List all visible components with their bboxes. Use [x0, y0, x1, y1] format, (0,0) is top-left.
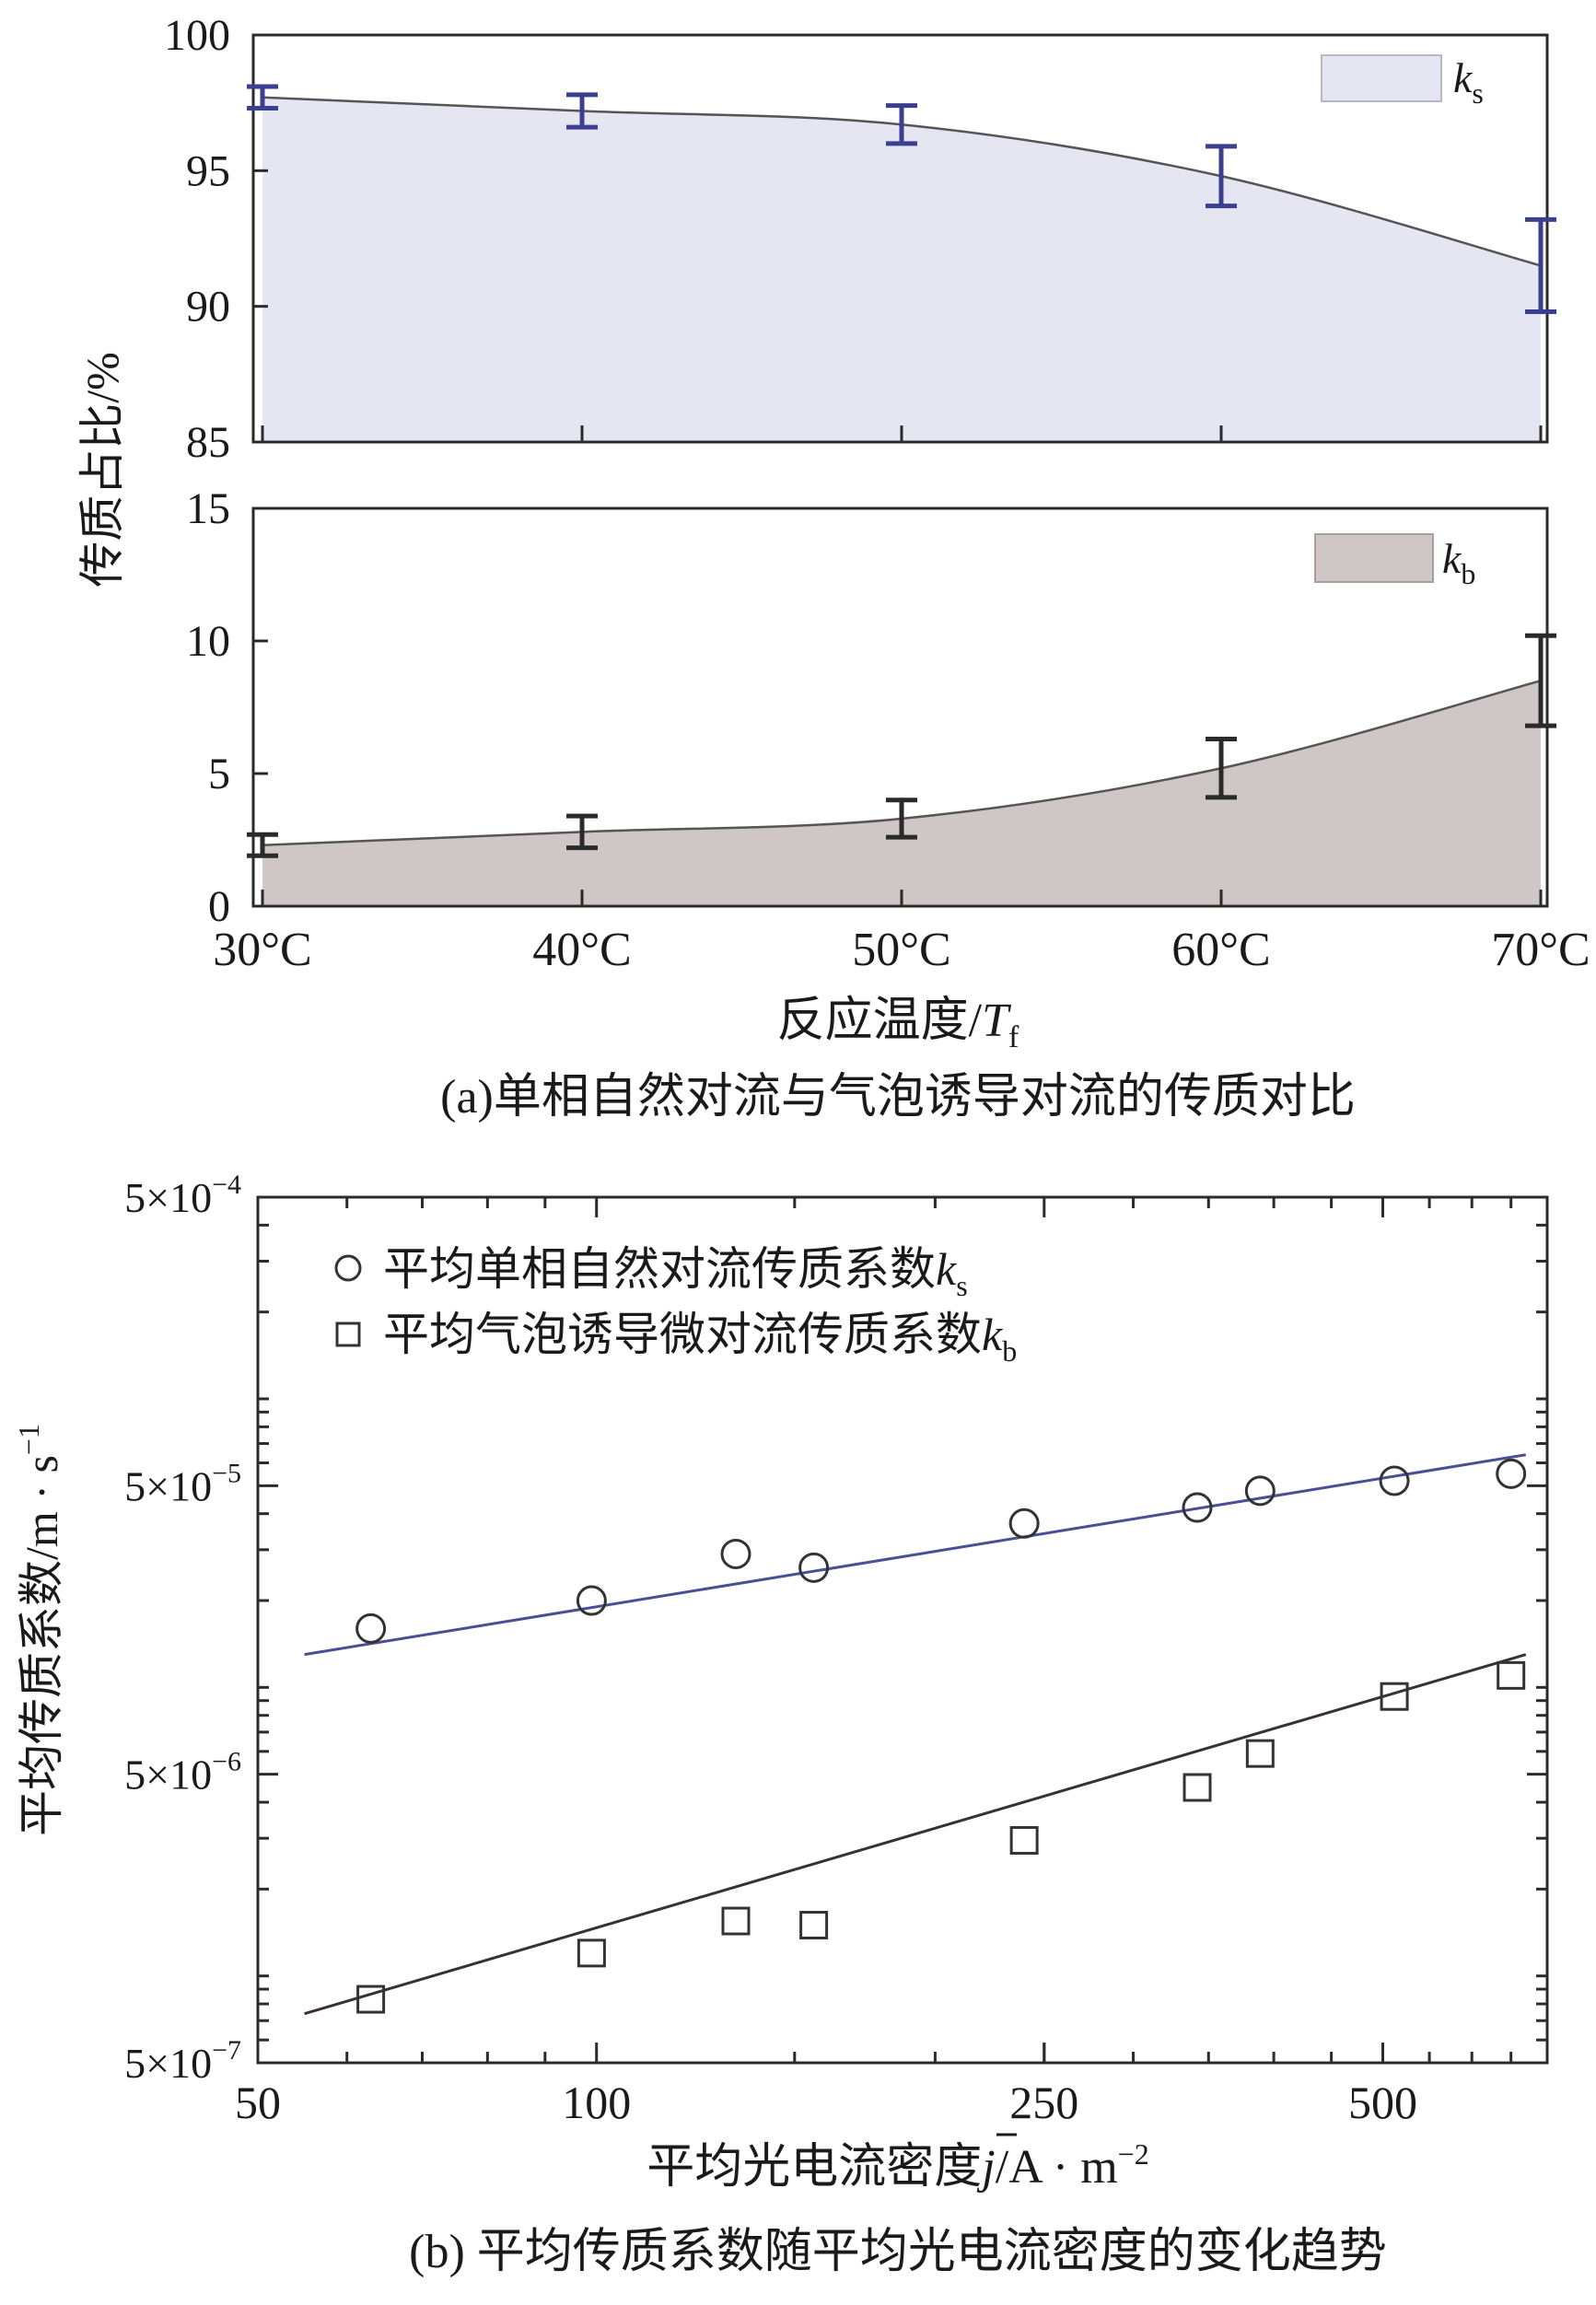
kb-y-tick-label: 10 [186, 617, 230, 666]
kb-error-bars [247, 633, 1556, 858]
ks-y-tick-label: 100 [164, 11, 230, 60]
kb-y-tick-label: 5 [208, 750, 230, 798]
ks-point [576, 1585, 607, 1616]
ks-error-bar [247, 84, 278, 111]
ks-legend-swatch [1321, 54, 1442, 102]
panel-b: 5×10−7 5×10−6 5×10−5 5×10−4 50 100 250 500 平均单… [12, 1170, 1549, 2278]
ks-legend-text: 平均单相自然对流传质系数ks [383, 1243, 968, 1302]
ks-area-layer [262, 96, 1542, 443]
ks-legend: ks [1321, 54, 1484, 110]
kb-y-tick-label: 15 [186, 484, 230, 533]
kb-y-tick-label: 0 [208, 882, 230, 931]
kb-fit-line [304, 1653, 1527, 2016]
kb-point [356, 1985, 386, 2014]
panel-a-x-tick-label: 30°C [213, 924, 311, 976]
ks-point [1244, 1475, 1276, 1507]
panel-b-legend: 平均单相自然对流传质系数ks 平均气泡诱导微对流传质系数kb [334, 1243, 1017, 1368]
ks-point [1496, 1458, 1527, 1489]
panel-a-x-tick-label: 60°C [1171, 924, 1270, 976]
panel-b-x-tick-label: 250 [1009, 2077, 1078, 2128]
panel-a-bottom: 0 5 10 15 kb 30°C 40°C 50°C 60°C 70°C [186, 484, 1590, 976]
ks-error-bar [886, 103, 917, 146]
panel-a-ylabel: 传质占比/% [76, 352, 128, 588]
ks-error-bar [1525, 216, 1556, 315]
kb-area [262, 681, 1541, 906]
ks-area [262, 97, 1541, 443]
panel-b-x-tick-labels: 50 100 250 500 [235, 2077, 1417, 2128]
panel-b-fit-lines [304, 1453, 1527, 2016]
kb-point [577, 1938, 606, 1968]
kb-point [721, 1906, 751, 1936]
panel-b-y-tick-label: 5×10−7 [124, 2035, 241, 2087]
ks-point [798, 1552, 830, 1583]
kb-legend-swatch [1314, 533, 1434, 583]
panel-a-x-tick-labels: 30°C 40°C 50°C 60°C 70°C [213, 924, 1590, 976]
ks-error-bars [247, 84, 1556, 315]
panel-a-top-ticks: 85 90 95 100 [164, 11, 1543, 467]
panel-b-y-tick-label: 5×10−4 [124, 1170, 241, 1221]
panel-a-bottom-ticks: 0 5 10 15 [186, 484, 1543, 931]
panel-a-xlabel: 反应温度/Tf [777, 995, 1019, 1054]
panel-b-xlabel: 平均光电流密度j/A · m−2 [647, 2137, 1148, 2194]
kb-area-layer [262, 679, 1542, 906]
kb-point [1009, 1825, 1039, 1855]
ks-legend-marker [334, 1254, 362, 1282]
ks-point [1182, 1492, 1213, 1523]
kb-point [1497, 1660, 1526, 1690]
ks-y-tick-label: 95 [186, 146, 230, 195]
panel-b-x-tick-label: 500 [1348, 2077, 1417, 2128]
panel-b-x-tick-label: 50 [235, 2077, 281, 2128]
kb-error-bar [566, 813, 598, 851]
kb-legend: kb [1314, 533, 1475, 590]
ks-point [720, 1538, 751, 1569]
panel-a-x-tick-label: 40°C [532, 924, 631, 976]
kb-legend-marker [335, 1321, 361, 1347]
panel-b-y-tick-label: 5×10−6 [124, 1747, 241, 1799]
ks-point [1379, 1465, 1410, 1496]
panel-a-x-tick-label: 70°C [1491, 924, 1590, 976]
panel-b-markers [355, 1458, 1527, 2014]
kb-legend-label: kb [1442, 535, 1475, 590]
panel-b-ylabel: 平均传质系数/m · s−1 [12, 1424, 67, 1836]
ks-legend-label: ks [1453, 54, 1484, 110]
ks-point [355, 1612, 387, 1644]
ks-y-tick-label: 85 [186, 418, 230, 467]
panel-a-top: 85 90 95 100 ks [164, 11, 1556, 467]
panel-a-caption: (a)单相自然对流与气泡诱导对流的传质对比 [440, 1071, 1356, 1123]
ks-fit-line [304, 1453, 1527, 1657]
panel-b-caption: (b) 平均传质系数随平均光电流密度的变化趋势 [409, 2226, 1387, 2278]
kb-error-bar [247, 832, 278, 858]
ks-y-tick-label: 90 [186, 283, 230, 332]
kb-error-bar [1206, 737, 1237, 800]
panel-b-x-tick-label: 100 [562, 2077, 631, 2128]
panel-b-y-tick-label: 5×10−5 [124, 1458, 241, 1509]
ks-error-bar [566, 92, 598, 130]
panel-b-ticks [256, 1195, 1549, 2065]
kb-error-bar [886, 797, 917, 840]
kb-point [1182, 1773, 1212, 1802]
panel-b-frame [256, 1195, 1549, 2065]
panel-a-x-tick-label: 50°C [852, 924, 950, 976]
kb-point [1380, 1682, 1409, 1711]
kb-point [1245, 1739, 1275, 1768]
kb-legend-text: 平均气泡诱导微对流传质系数kb [383, 1309, 1017, 1368]
kb-point [799, 1911, 829, 1940]
panel-b-y-tick-labels: 5×10−7 5×10−6 5×10−5 5×10−4 [124, 1170, 241, 2087]
panel-a: 85 90 95 100 ks 0 5 10 15 kb 30°C 40°C 50°C 60°C 7… [76, 11, 1590, 1123]
ks-point [1008, 1508, 1040, 1539]
kb-error-bar [1525, 633, 1556, 728]
ks-error-bar [1206, 144, 1237, 209]
